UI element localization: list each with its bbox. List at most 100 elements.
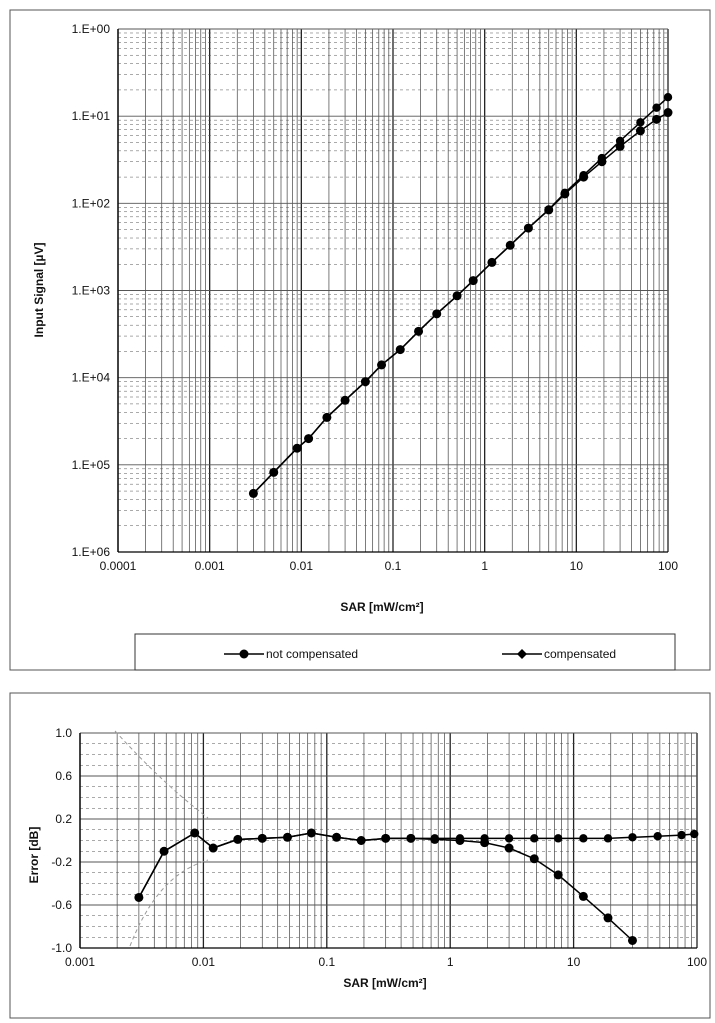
x-tick-label: 0.01 [290,559,314,573]
data-point-compensated [636,118,645,127]
x-tick-label: 1 [447,955,454,969]
y-tick-label: 0.2 [55,812,72,826]
tick-labels: 0.0001 0.001 0.01 0.1 1 10 100 1.E+00 1.E+01 1.E+… [72,22,679,573]
data-point-compensated [560,188,570,198]
y-tick-label: 1.E+04 [72,371,111,385]
data-point-compensated [579,834,588,843]
y-tick-label: -0.2 [51,855,72,869]
data-point-compensated [396,345,405,354]
x-tick-label: 0.001 [65,955,95,969]
legend-frame [134,633,676,671]
x-axis-label: SAR [mW/cm²] [343,976,426,990]
x-axis-label: SAR [mW/cm²] [340,600,423,614]
series-line-compensated [252,96,669,494]
data-point-compensated [432,309,441,319]
data-point-compensated [159,847,169,856]
data-point-compensated [292,444,302,453]
data-point-compensated [544,205,553,214]
grid-lines [117,28,669,553]
y-tick-label: 1.E+00 [72,22,111,36]
y-tick-label: -1.0 [51,941,72,955]
data-point-compensated [414,327,423,336]
y-tick-label: 1.E+01 [72,109,111,123]
y-tick-label: 1.E+05 [72,458,111,472]
x-tick-label: 0.001 [195,559,225,573]
data-point-compensated [653,832,662,841]
bottom-panel-frame [9,692,711,1019]
data-point-not-compensated [652,114,662,124]
data-point-compensated [307,828,316,838]
data-point-compensated [269,468,278,477]
y-tick-label: 1.E+03 [72,284,111,298]
legend-label-compensated: compensated [544,647,616,661]
x-tick-label: 0.1 [385,559,402,573]
uncertainty-bound-upper [114,730,209,819]
grid-lines [79,732,698,949]
data-point-compensated [283,833,292,842]
data-point-compensated [579,171,588,180]
data-point-compensated [208,843,218,853]
data-point-compensated [332,833,341,842]
data-point-compensated [506,241,515,250]
data-point-compensated [322,413,332,422]
data-points [134,828,699,945]
data-point-compensated [249,489,258,498]
data-point-compensated [615,136,625,146]
data-point-compensated [553,834,563,843]
data-point-compensated [430,834,439,843]
data-point-compensated [504,834,514,843]
y-tick-label: 1.0 [55,726,72,740]
error-chart: 0.001 0.01 0.1 1 10 1001.00.60.2-0.2-0.6-1.0 … [27,726,707,990]
data-point-compensated [530,834,539,843]
data-point-compensated [628,833,637,842]
y-tick-label: 0.6 [55,769,72,783]
y-axis-label: Error [dB] [27,827,41,884]
x-tick-label: 1 [481,559,488,573]
data-point-not-compensated [603,913,613,923]
data-point-compensated [377,360,386,370]
series-line-not-compensated [252,111,669,494]
data-point-compensated [690,829,699,839]
data-point-compensated [134,893,144,902]
data-point-compensated [487,258,497,267]
uncertainty-bound-lower [129,859,209,947]
data-point-not-compensated [529,854,539,864]
data-point-compensated [663,93,673,102]
data-point-compensated [361,377,370,386]
x-tick-label: 0.0001 [100,559,137,573]
data-point-compensated [356,836,366,845]
data-point-not-compensated [663,108,673,118]
data-point-not-compensated [627,935,637,945]
legend-marker-compensated [517,649,527,659]
data-point-not-compensated [553,870,563,880]
data-point-compensated [652,103,661,112]
data-point-compensated [190,828,199,838]
data-point-compensated [381,834,390,843]
data-point-compensated [597,153,607,163]
data-point-compensated [233,835,242,844]
data-point-compensated [677,830,686,840]
data-point-compensated [258,834,267,843]
data-point-not-compensated [504,843,514,853]
legend-marker-not-compensated [239,649,249,659]
y-tick-label: 1.E+06 [72,545,111,559]
legend: not compensated compensated [134,633,676,671]
data-point-not-compensated [635,126,645,136]
data-point-compensated [406,834,416,843]
x-tick-label: 10 [570,559,584,573]
data-point-compensated [304,434,313,443]
data-point-compensated [452,291,462,300]
data-point-not-compensated [578,891,588,901]
x-tick-label: 100 [687,955,707,969]
y-tick-label: -0.6 [51,898,72,912]
data-point-compensated [524,223,533,233]
x-tick-label: 0.01 [192,955,216,969]
data-point-compensated [340,396,350,405]
data-points [248,93,673,498]
legend-label-not-compensated: not compensated [266,647,358,661]
data-point-compensated [469,276,478,285]
x-tick-label: 100 [658,559,678,573]
data-point-compensated [480,834,489,843]
y-tick-label: 1.E+02 [72,196,111,210]
